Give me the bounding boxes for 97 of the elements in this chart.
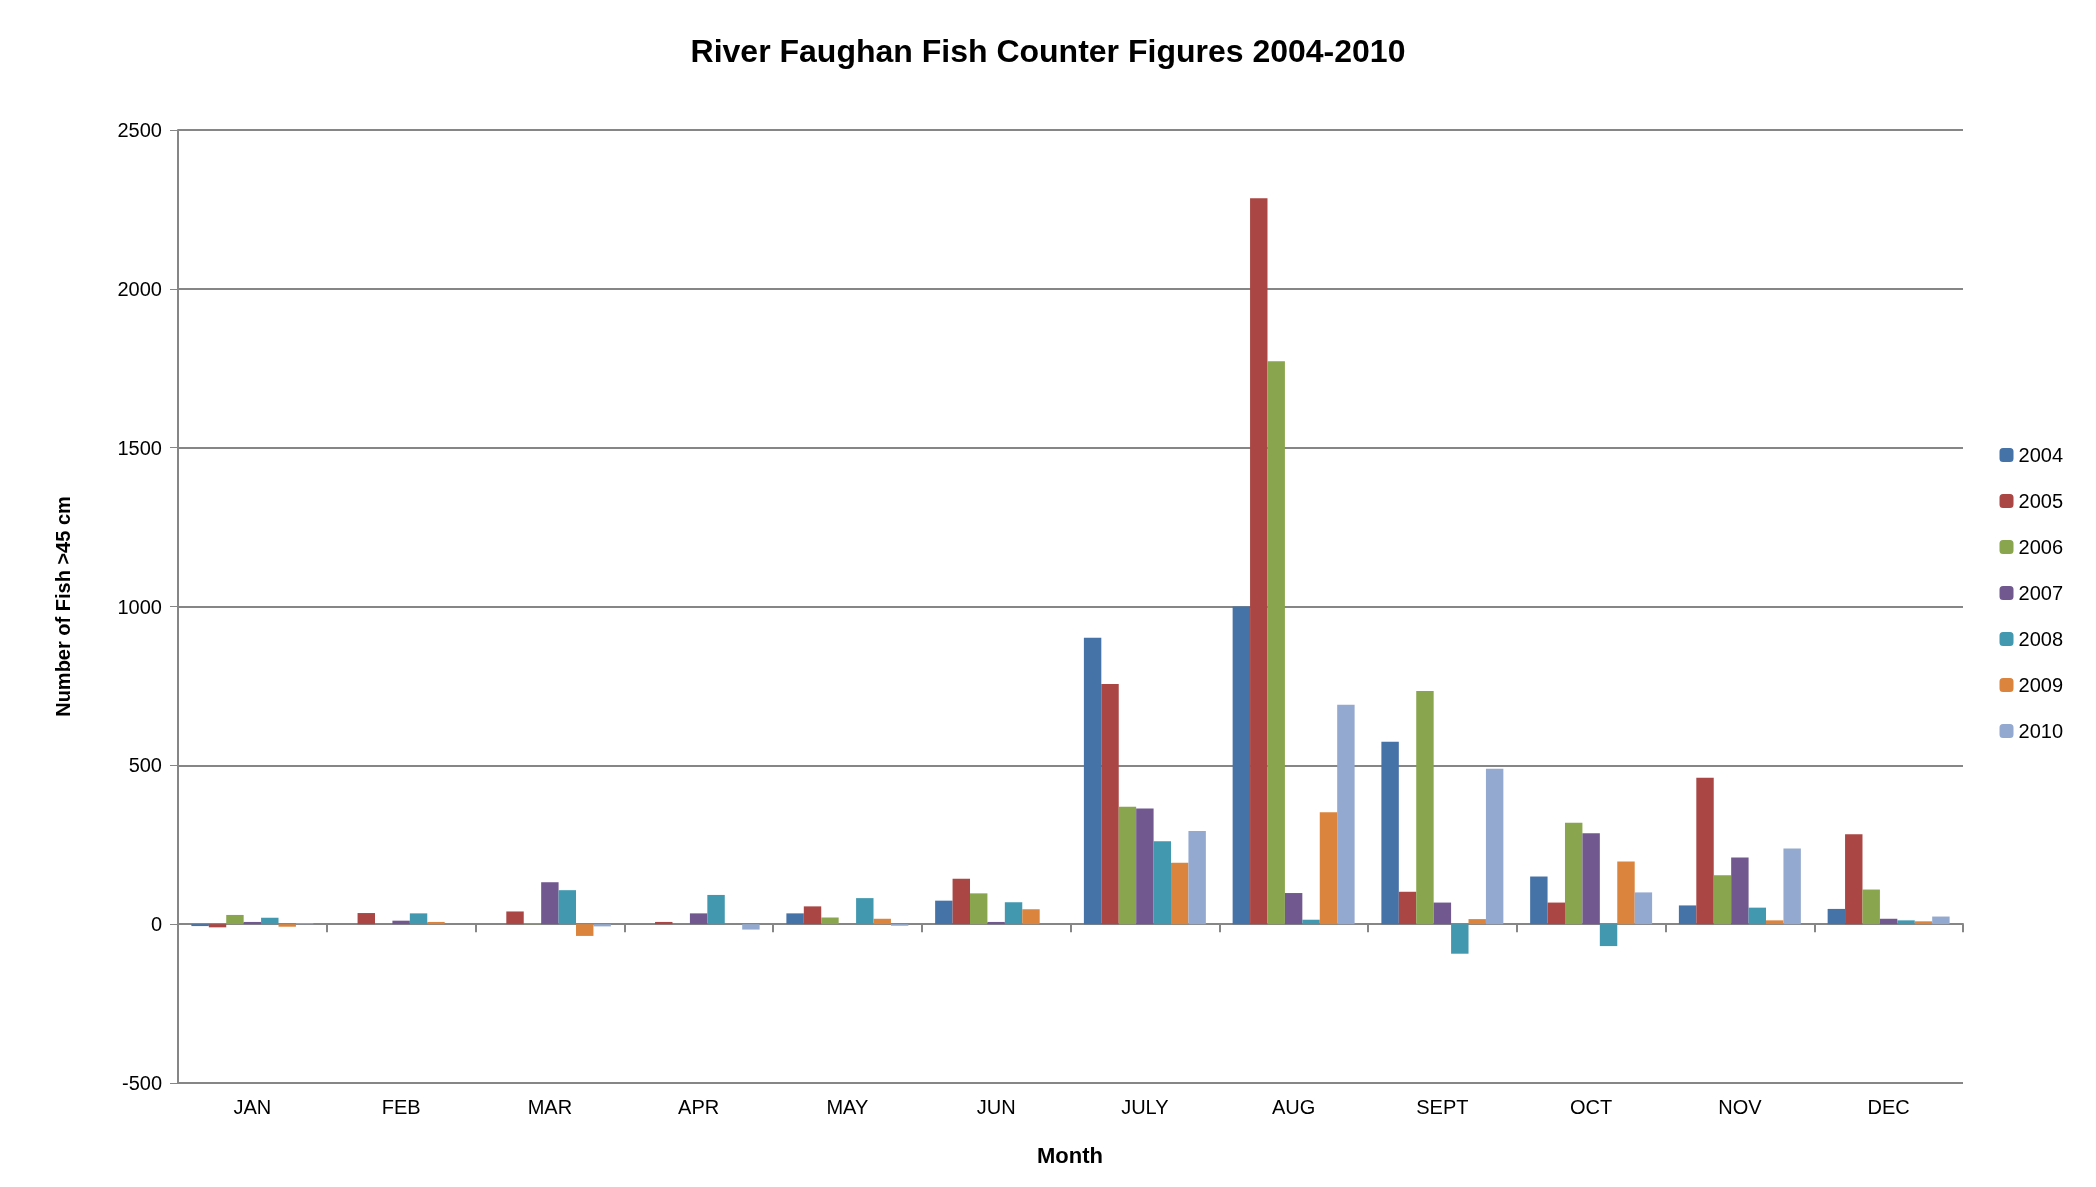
bar [742, 924, 760, 930]
bar [1381, 741, 1399, 925]
bar [1634, 892, 1653, 925]
bar [1171, 862, 1189, 925]
bar [541, 882, 559, 925]
bar [1250, 198, 1268, 925]
bar [1433, 902, 1452, 925]
bar [1485, 768, 1504, 925]
chart-title: River Faughan Fish Counter Figures 2004-2010 [690, 33, 1406, 69]
x-tick-label: SEPT [1416, 1096, 1469, 1118]
bar [689, 913, 708, 925]
bar [1398, 891, 1417, 925]
bar [427, 921, 445, 925]
bar [1845, 834, 1863, 925]
bar [1696, 777, 1714, 925]
bar [1337, 704, 1355, 925]
bar [593, 924, 611, 927]
x-tick-label: MAR [527, 1096, 573, 1118]
y-tick-label: 1500 [117, 436, 162, 459]
bar [357, 913, 375, 925]
bar [803, 906, 822, 925]
bar [208, 924, 227, 928]
bar [1564, 822, 1583, 925]
bar [1879, 918, 1898, 925]
x-tick-label: APR [678, 1096, 720, 1118]
bar [1232, 606, 1251, 925]
legend-label: 2007 [2018, 582, 2064, 604]
bar [1468, 919, 1486, 925]
bar [1101, 684, 1119, 925]
bar [1416, 691, 1434, 925]
y-tick-label: -500 [121, 1072, 162, 1094]
bar [987, 921, 1005, 925]
bar [1188, 831, 1206, 925]
bar [1451, 924, 1469, 954]
y-tick-label: 500 [128, 754, 162, 777]
bar [1897, 920, 1915, 925]
bar [278, 924, 296, 927]
bar [1713, 875, 1732, 925]
bar [1783, 848, 1801, 925]
x-tick-label: FEB [381, 1096, 421, 1118]
y-tick-label: 2500 [117, 119, 162, 141]
x-tick-label: NOV [1718, 1096, 1763, 1118]
bar [935, 900, 953, 925]
bar [1932, 916, 1950, 925]
bar [1914, 921, 1933, 925]
bar [786, 913, 804, 925]
legend-label: 2004 [2018, 444, 2064, 466]
bar [1284, 893, 1303, 925]
bar [856, 898, 874, 925]
bar [1118, 806, 1137, 925]
legend-label: 2010 [2018, 720, 2064, 742]
bar [1267, 361, 1285, 925]
x-tick-label: JAN [233, 1096, 272, 1118]
x-tick-label: MAY [826, 1096, 869, 1118]
bar [1004, 902, 1023, 925]
bar [707, 894, 725, 925]
bar [1731, 857, 1749, 925]
legend-label: 2008 [2018, 628, 2064, 650]
bar [558, 890, 577, 925]
y-tick-label: 2000 [117, 277, 162, 300]
legend-label: 2006 [2018, 536, 2064, 558]
bar [1678, 905, 1697, 925]
bar [1599, 924, 1618, 947]
y-tick-label: 1000 [117, 595, 162, 618]
bar [506, 911, 524, 925]
bar [1617, 861, 1635, 925]
bar [969, 893, 988, 925]
bar [1136, 808, 1154, 925]
bar [1862, 889, 1880, 925]
bar [1827, 908, 1846, 925]
bar [1582, 833, 1600, 925]
bar [1153, 841, 1172, 925]
x-tick-label: DEC [1867, 1096, 1910, 1118]
bar [1302, 919, 1320, 925]
bar [226, 914, 244, 925]
y-axis-title: Number of Fish >45 cm [52, 496, 74, 717]
bar [873, 918, 891, 925]
bar [261, 917, 279, 925]
bar [1766, 920, 1784, 925]
legend-label: 2009 [2018, 674, 2064, 696]
bar [952, 878, 970, 925]
y-tick-label: 0 [150, 913, 162, 936]
bar [1083, 637, 1102, 925]
x-tick-label: JULY [1121, 1096, 1169, 1118]
bar [1022, 909, 1040, 925]
bar [821, 917, 839, 925]
bar [1748, 907, 1767, 925]
x-tick-label: OCT [1570, 1096, 1613, 1118]
x-axis-title: Month [1037, 1142, 1103, 1168]
x-tick-label: JUN [976, 1096, 1016, 1118]
bar [576, 924, 594, 936]
bar [1530, 876, 1548, 925]
x-tick-label: AUG [1271, 1096, 1316, 1118]
bar [1547, 902, 1565, 925]
legend-label: 2005 [2018, 490, 2064, 512]
bar [1319, 812, 1338, 925]
bar [409, 913, 428, 925]
